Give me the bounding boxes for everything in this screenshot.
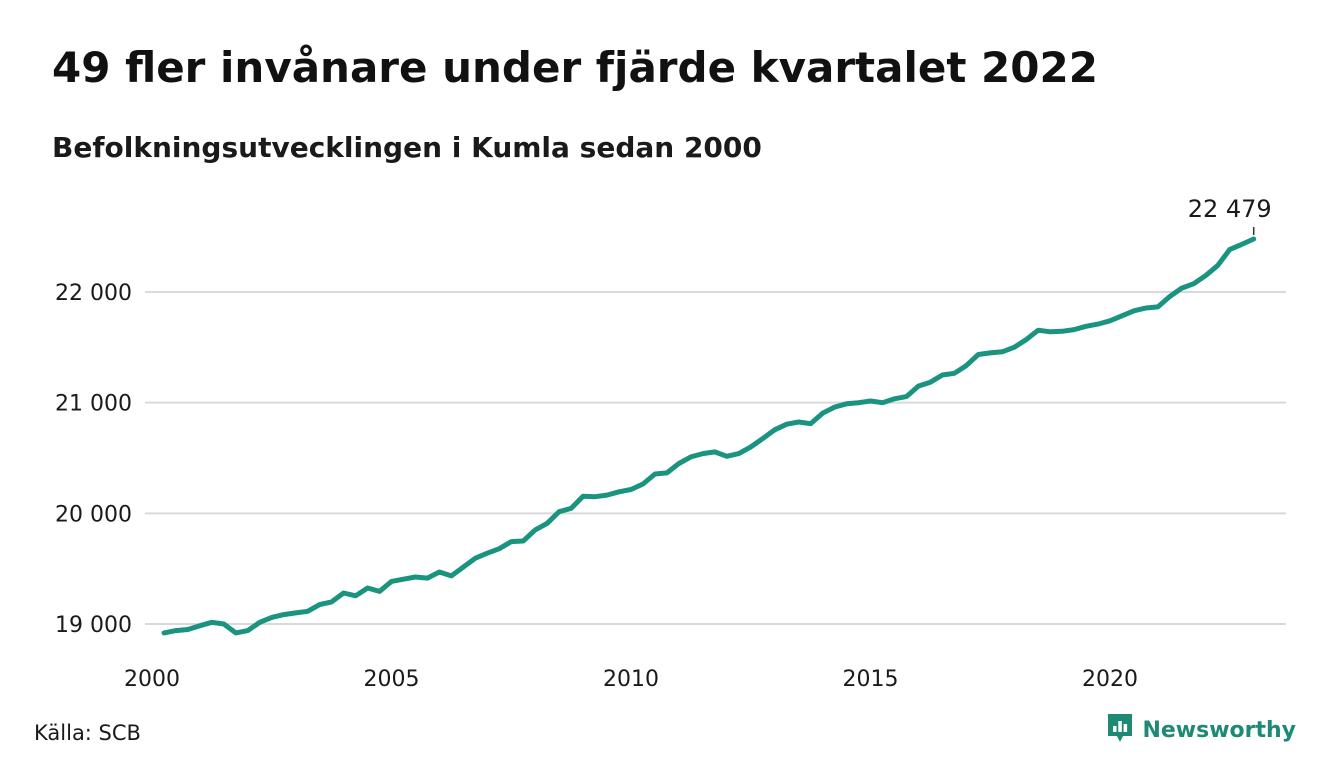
series-layer (161, 236, 1257, 636)
gridlines (145, 291, 1286, 625)
y-tick-label: 21 000 (55, 392, 132, 417)
brand-name: Newsworthy (1142, 717, 1296, 743)
x-tick-label: 2010 (603, 667, 659, 692)
x-tick-label: 2020 (1082, 667, 1138, 692)
brand-logo[interactable]: Newsworthy (1106, 712, 1296, 748)
y-tick-label: 19 000 (55, 613, 132, 638)
y-tick-label: 22 000 (55, 281, 132, 306)
x-axis-tick-labels: 2000 2005 2010 2015 2020 (124, 667, 1138, 692)
annotation-layer: 22 479 (1188, 195, 1272, 235)
y-axis-tick-labels: 19 000 20 000 21 000 22 000 (55, 281, 132, 638)
end-value-label: 22 479 (1188, 195, 1272, 223)
source-label: Källa: SCB (34, 721, 141, 745)
x-tick-label: 2005 (364, 667, 420, 692)
chart-title: 49 fler invånare under fjärde kvartalet … (52, 43, 1098, 92)
chart-subtitle: Befolkningsutvecklingen i Kumla sedan 20… (52, 131, 762, 164)
x-tick-label: 2015 (843, 667, 899, 692)
newsworthy-logo-icon (1106, 712, 1134, 748)
y-tick-label: 20 000 (55, 502, 132, 527)
series-line (161, 236, 1257, 636)
x-tick-label: 2000 (124, 667, 180, 692)
